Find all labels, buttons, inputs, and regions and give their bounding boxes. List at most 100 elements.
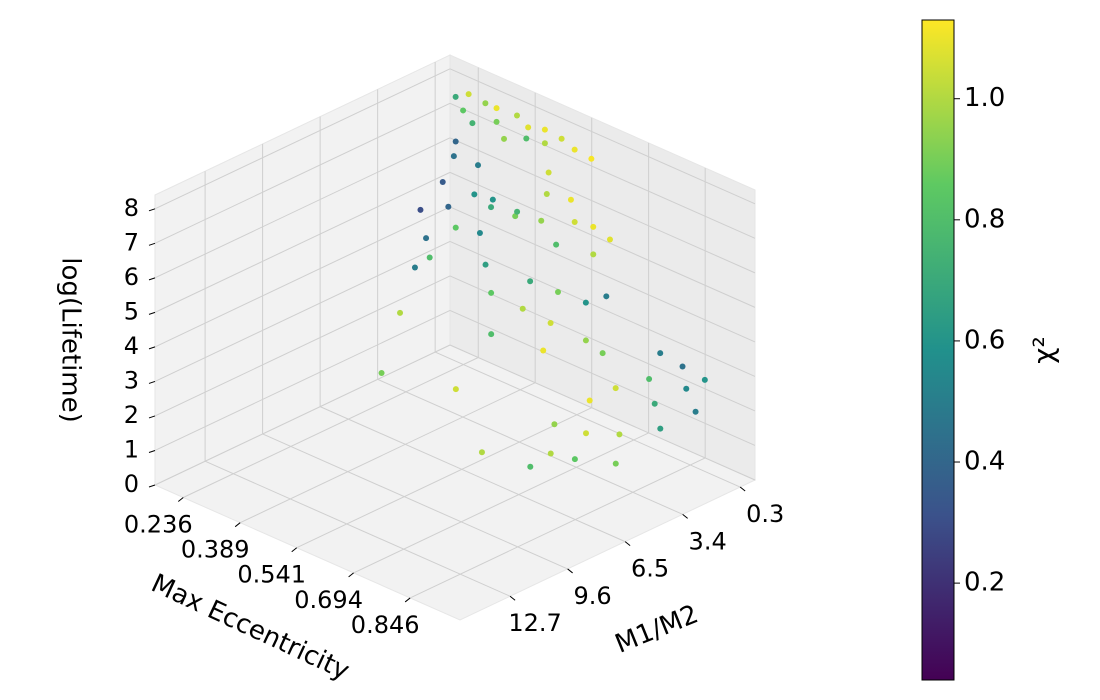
grid-line: [409, 457, 706, 599]
point: [541, 126, 548, 133]
x-tick-label: 0.236: [124, 511, 193, 539]
point: [501, 135, 508, 142]
x-tick: [177, 497, 184, 502]
colorbar: [921, 19, 955, 681]
point: [571, 218, 578, 225]
grid-line: [449, 240, 756, 377]
grid-line: [154, 102, 451, 244]
point: [488, 289, 495, 296]
grid-line: [183, 357, 479, 498]
point: [612, 385, 619, 392]
colorbar-label: χ²: [1027, 336, 1060, 363]
point: [651, 400, 658, 407]
point: [476, 229, 483, 236]
grid-line: [449, 68, 756, 205]
point: [475, 162, 482, 169]
grid-line: [377, 378, 683, 515]
point: [489, 196, 496, 203]
point: [397, 309, 404, 316]
z-tick: [148, 450, 156, 453]
point: [558, 135, 565, 142]
x-tick-label: 0.846: [351, 611, 420, 639]
y-tick: [682, 513, 688, 519]
grid-line: [204, 460, 511, 597]
grid-line: [296, 407, 592, 549]
point: [482, 100, 489, 107]
z-tick-label: 5: [124, 297, 139, 325]
point: [426, 254, 433, 261]
grid-line: [154, 240, 451, 382]
point: [452, 138, 459, 145]
point: [465, 91, 472, 98]
point: [683, 385, 690, 392]
y-tick-label: 9.6: [574, 582, 612, 610]
x-tick-label: 0.694: [294, 586, 363, 614]
point: [527, 463, 534, 470]
x-tick: [348, 572, 354, 578]
point: [679, 363, 686, 370]
z-tick-label: 8: [124, 194, 139, 222]
y-tick-label: 6.5: [631, 555, 669, 583]
colorbar-tick-label: 0.2: [964, 568, 1005, 598]
grid-line: [262, 433, 568, 570]
point: [692, 408, 699, 415]
z-tick: [148, 242, 156, 246]
grid-line: [154, 137, 451, 279]
x-tick: [234, 522, 241, 528]
y-tick: [567, 568, 573, 574]
point: [525, 124, 532, 131]
y-tick-label: 3.4: [689, 527, 727, 555]
z-tick: [148, 484, 156, 488]
z-tick: [148, 380, 156, 384]
grid-line: [319, 406, 626, 543]
z-tick: [148, 277, 156, 281]
point: [452, 93, 459, 100]
point: [460, 107, 467, 114]
point: [538, 217, 545, 224]
point: [567, 196, 574, 203]
grid-line: [449, 171, 756, 308]
point: [519, 305, 526, 312]
points: [378, 91, 708, 470]
point: [554, 288, 561, 295]
y-axis-label: M1/M2: [611, 599, 703, 659]
point: [590, 223, 597, 230]
point: [378, 370, 385, 377]
grid-line: [449, 310, 756, 446]
point: [541, 140, 548, 147]
x-tick-label: 0.389: [181, 536, 250, 564]
x-tick: [404, 597, 411, 603]
point: [586, 397, 593, 404]
grid-line: [239, 382, 536, 524]
point: [657, 425, 664, 432]
z-tick: [148, 415, 156, 419]
point: [445, 203, 452, 210]
point: [488, 204, 495, 211]
z-axis-label: log(Lifetime): [56, 257, 86, 423]
point: [547, 319, 554, 326]
point: [701, 376, 708, 383]
point: [478, 449, 485, 456]
point: [488, 331, 495, 338]
point: [417, 206, 424, 213]
z-tick-label: 3: [124, 366, 139, 394]
y-tick: [739, 486, 746, 492]
grid-line: [449, 102, 756, 239]
z-tick: [148, 311, 156, 315]
y-tick-label: 12.7: [508, 609, 561, 637]
z-tick-label: 6: [124, 263, 139, 291]
y-tick: [624, 541, 631, 547]
point: [612, 460, 619, 467]
x-tick-label: 0.541: [237, 561, 306, 589]
z-tick-label: 1: [124, 435, 139, 463]
grid-line: [449, 206, 756, 343]
z-tick-label: 7: [124, 228, 139, 256]
point: [582, 337, 589, 344]
point: [493, 105, 500, 112]
point: [450, 153, 457, 160]
grid-line: [434, 351, 741, 488]
point: [527, 278, 534, 285]
grid-line: [154, 206, 451, 348]
grid-line: [353, 432, 649, 574]
